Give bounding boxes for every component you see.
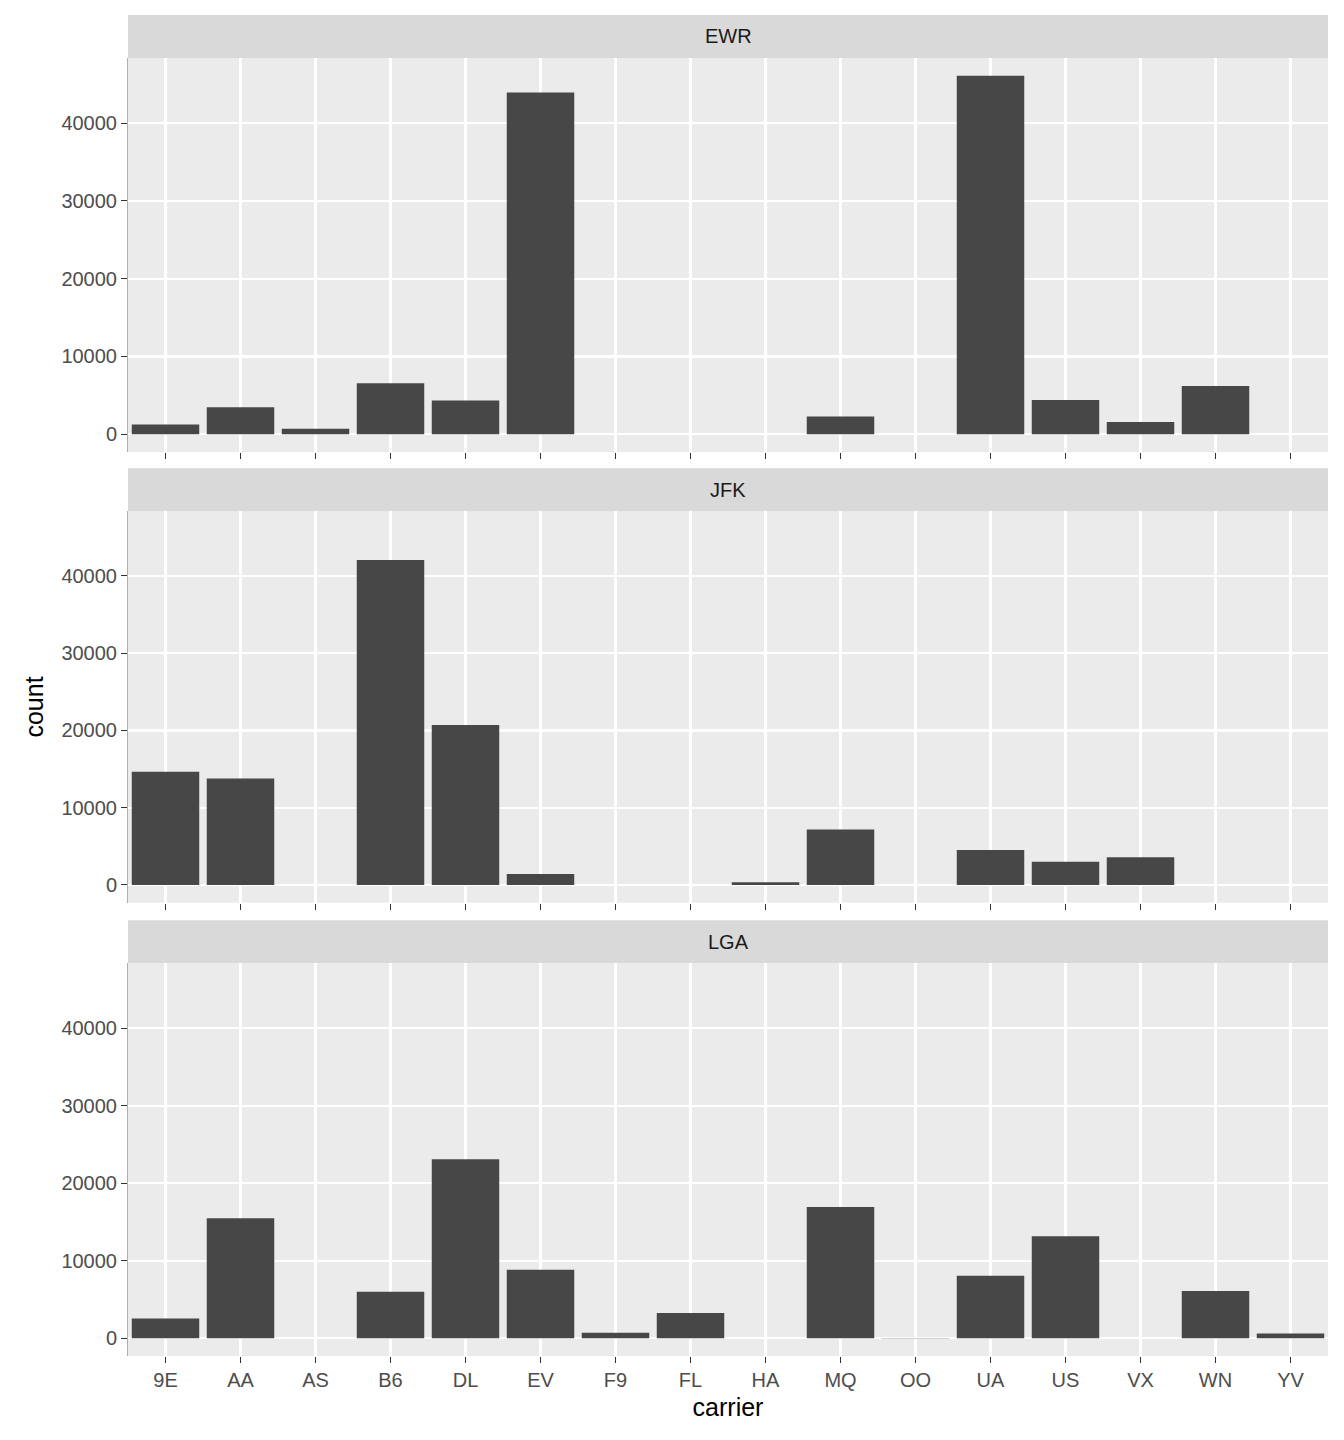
svg-text:YV: YV — [1277, 1369, 1304, 1391]
svg-text:HA: HA — [752, 1369, 780, 1391]
svg-text:30000: 30000 — [61, 1095, 117, 1117]
svg-text:AS: AS — [302, 1369, 329, 1391]
svg-text:F9: F9 — [604, 1369, 627, 1391]
svg-text:0: 0 — [106, 874, 117, 896]
svg-text:carrier: carrier — [693, 1393, 764, 1421]
svg-text:UA: UA — [977, 1369, 1005, 1391]
svg-text:0: 0 — [106, 423, 117, 445]
svg-text:count: count — [20, 676, 48, 737]
svg-text:EWR: EWR — [705, 25, 752, 47]
svg-text:LGA: LGA — [708, 931, 749, 953]
svg-text:10000: 10000 — [61, 797, 117, 819]
svg-text:EV: EV — [527, 1369, 554, 1391]
svg-text:0: 0 — [106, 1327, 117, 1349]
svg-text:WN: WN — [1199, 1369, 1232, 1391]
svg-text:OO: OO — [900, 1369, 931, 1391]
svg-text:MQ: MQ — [824, 1369, 856, 1391]
svg-text:30000: 30000 — [61, 190, 117, 212]
svg-text:B6: B6 — [378, 1369, 402, 1391]
svg-text:10000: 10000 — [61, 345, 117, 367]
svg-text:20000: 20000 — [61, 1172, 117, 1194]
svg-text:20000: 20000 — [61, 719, 117, 741]
svg-text:US: US — [1052, 1369, 1080, 1391]
svg-text:40000: 40000 — [61, 565, 117, 587]
svg-text:10000: 10000 — [61, 1250, 117, 1272]
svg-text:30000: 30000 — [61, 642, 117, 664]
svg-text:20000: 20000 — [61, 268, 117, 290]
svg-text:JFK: JFK — [710, 479, 746, 501]
svg-text:9E: 9E — [153, 1369, 177, 1391]
svg-text:FL: FL — [679, 1369, 702, 1391]
svg-text:VX: VX — [1127, 1369, 1154, 1391]
svg-text:40000: 40000 — [61, 1017, 117, 1039]
svg-text:DL: DL — [453, 1369, 479, 1391]
svg-text:40000: 40000 — [61, 112, 117, 134]
svg-text:AA: AA — [227, 1369, 254, 1391]
